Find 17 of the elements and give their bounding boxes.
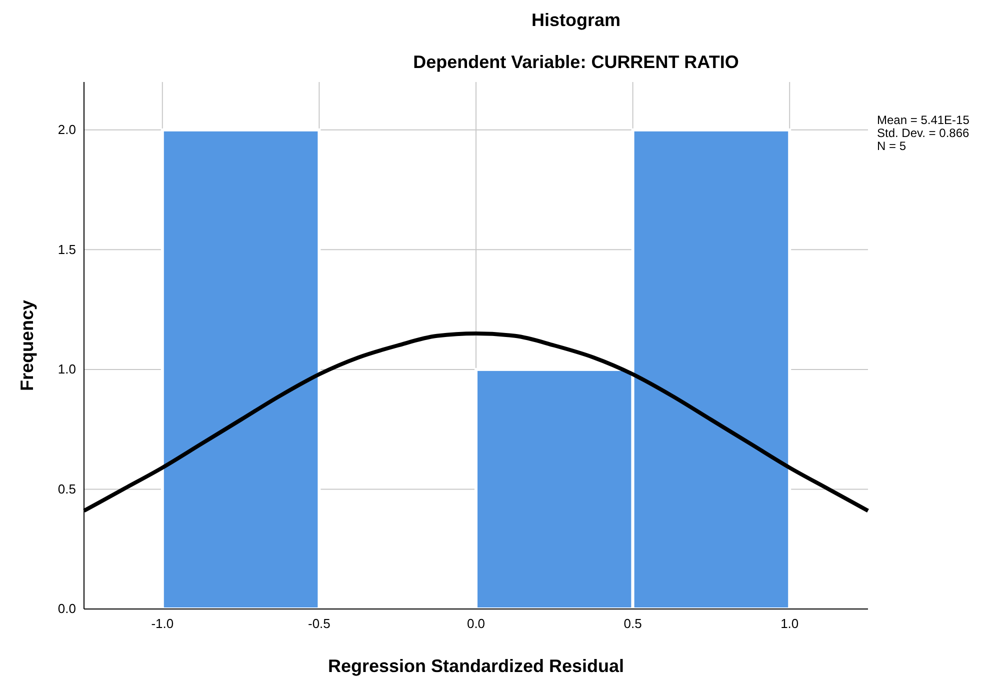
y-tick-label: 1.0 <box>58 362 76 377</box>
y-tick-label: 0.5 <box>58 481 76 496</box>
y-tick-label: 1.5 <box>58 242 76 257</box>
y-tick-label: 2.0 <box>58 122 76 138</box>
text: N = 5 <box>877 139 906 153</box>
x-axis-title: Regression Standardized Residual <box>328 656 624 676</box>
text: Std. Dev. = 0.866 <box>877 126 970 140</box>
y-axis-title: Frequency <box>17 300 37 392</box>
x-tick-label: 1.0 <box>780 616 799 632</box>
x-tick-label: -1.0 <box>151 616 174 632</box>
x-tick-label: 0.0 <box>466 616 486 632</box>
chart-subtitle: Dependent Variable: CURRENT RATIO <box>413 52 739 72</box>
y-tick-label: 0.0 <box>58 601 76 616</box>
x-tick-label: -0.5 <box>308 616 330 632</box>
text: Mean = 5.41E-15 <box>877 113 970 127</box>
chart-title: Histogram <box>531 10 621 30</box>
x-tick-label: 0.5 <box>624 616 642 632</box>
